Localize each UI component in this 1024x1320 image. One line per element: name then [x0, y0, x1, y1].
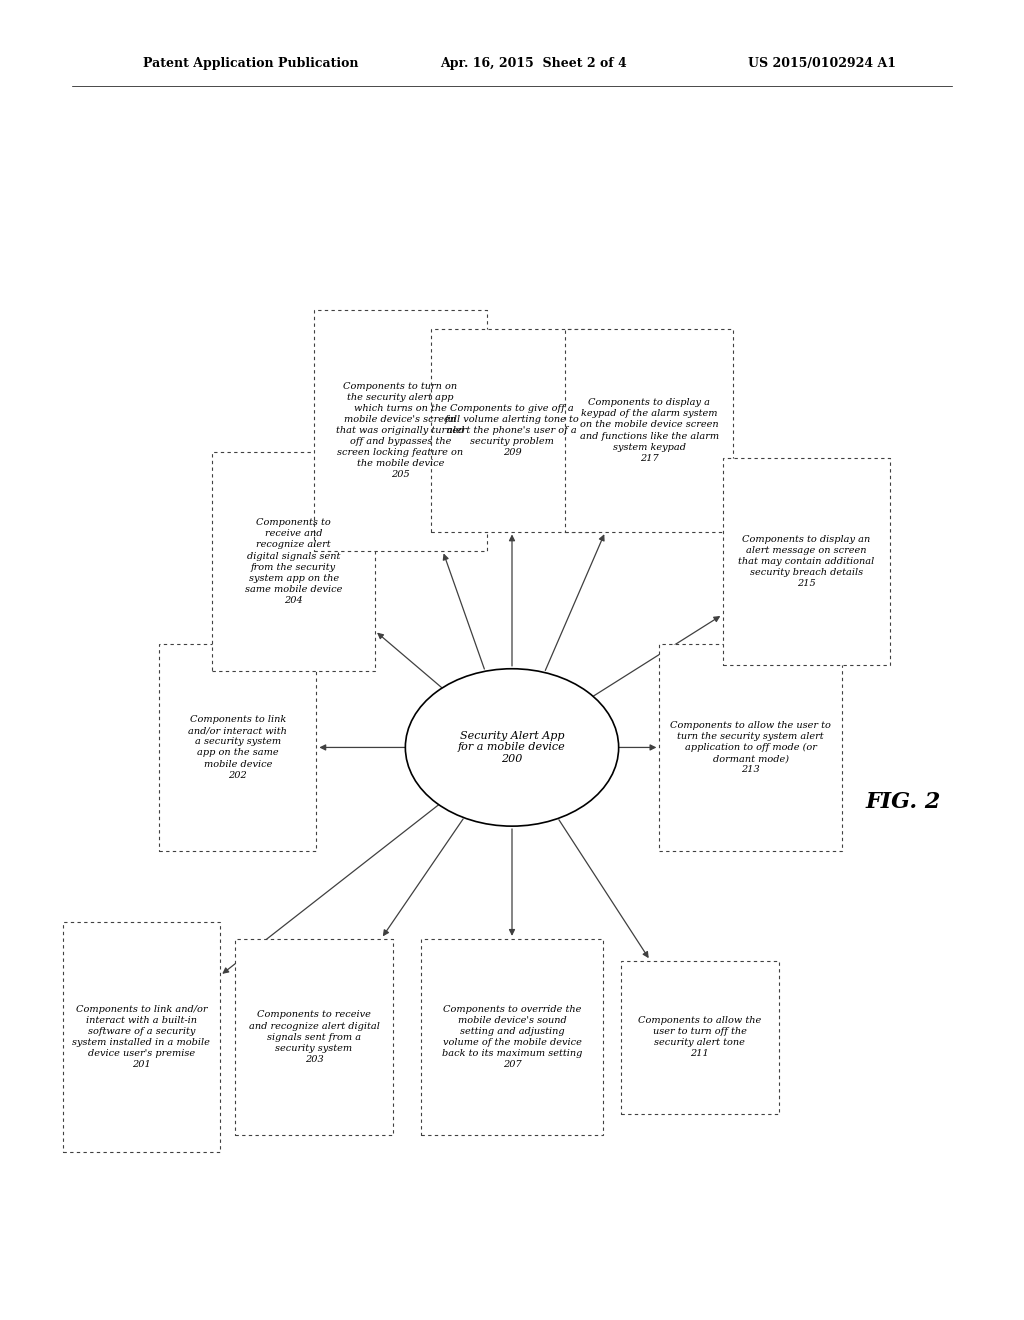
Text: Components to link
and/or interact with
a security system
app on the same
mobile: Components to link and/or interact with … [188, 715, 287, 780]
Text: Components to link and/or
interact with a built-in
software of a security
system: Components to link and/or interact with … [73, 1005, 210, 1069]
FancyBboxPatch shape [659, 644, 842, 851]
Text: Components to give off a
full volume alerting tone to
alert the phone's user of : Components to give off a full volume ale… [444, 404, 580, 457]
FancyBboxPatch shape [212, 453, 375, 671]
Text: Components to allow the
user to turn off the
security alert tone
211: Components to allow the user to turn off… [638, 1016, 762, 1059]
FancyBboxPatch shape [622, 961, 778, 1114]
Text: Components to display a
keypad of the alarm system
on the mobile device screen
a: Components to display a keypad of the al… [580, 399, 719, 463]
Text: Components to display an
alert message on screen
that may contain additional
sec: Components to display an alert message o… [738, 535, 874, 589]
FancyBboxPatch shape [565, 330, 733, 532]
Text: Apr. 16, 2015  Sheet 2 of 4: Apr. 16, 2015 Sheet 2 of 4 [440, 57, 627, 70]
FancyBboxPatch shape [723, 458, 890, 665]
Text: Components to allow the user to
turn the security system alert
application to of: Components to allow the user to turn the… [671, 721, 831, 775]
Text: Components to
receive and
recognize alert
digital signals sent
from the security: Components to receive and recognize aler… [245, 519, 342, 605]
Text: Components to receive
and recognize alert digital
signals sent from a
security s: Components to receive and recognize aler… [249, 1010, 379, 1064]
FancyBboxPatch shape [62, 923, 220, 1152]
Text: Patent Application Publication: Patent Application Publication [143, 57, 358, 70]
Text: Components to turn on
the security alert app
which turns on the
mobile device's : Components to turn on the security alert… [336, 381, 465, 479]
FancyBboxPatch shape [421, 939, 603, 1135]
Ellipse shape [406, 669, 618, 826]
FancyBboxPatch shape [314, 310, 486, 550]
Text: Security Alert App
for a mobile device
200: Security Alert App for a mobile device 2… [458, 731, 566, 764]
FancyBboxPatch shape [431, 330, 593, 532]
FancyBboxPatch shape [236, 939, 392, 1135]
FancyBboxPatch shape [159, 644, 316, 851]
Text: US 2015/0102924 A1: US 2015/0102924 A1 [748, 57, 896, 70]
Text: Components to override the
mobile device's sound
setting and adjusting
volume of: Components to override the mobile device… [441, 1005, 583, 1069]
Text: FIG. 2: FIG. 2 [865, 791, 941, 813]
